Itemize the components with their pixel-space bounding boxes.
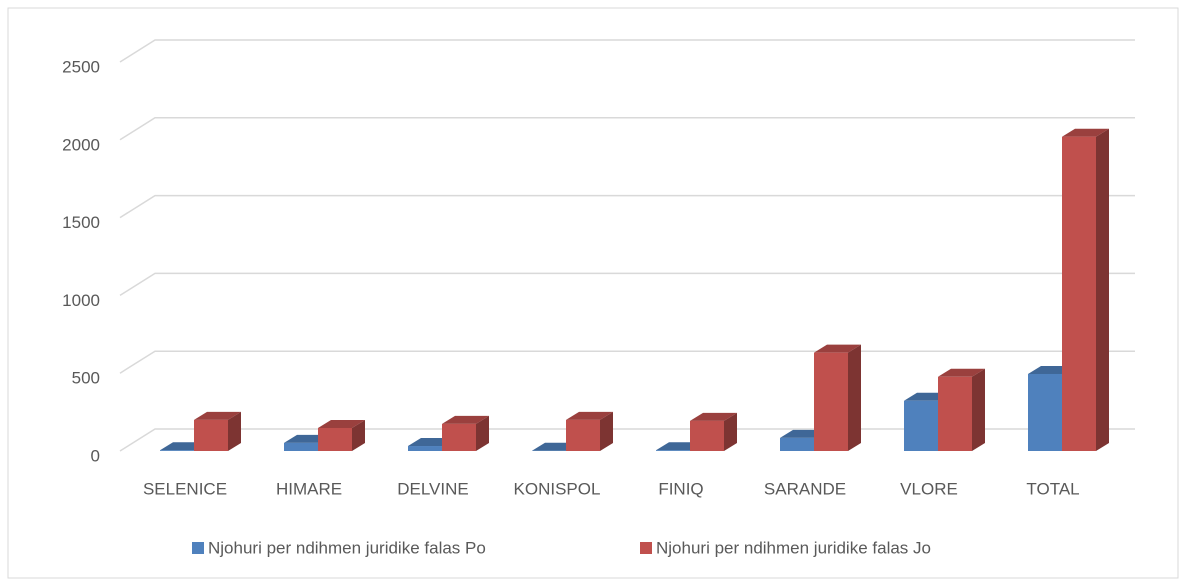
bar <box>1062 137 1096 451</box>
x-tick-label: VLORE <box>900 479 958 498</box>
bar <box>566 420 600 451</box>
bar <box>938 377 972 451</box>
bar-side <box>848 345 861 451</box>
bar <box>160 450 194 451</box>
bar <box>284 443 318 451</box>
bar-side <box>1096 129 1109 451</box>
bar <box>442 424 476 451</box>
bar <box>656 450 690 451</box>
x-tick-label: TOTAL <box>1026 479 1079 498</box>
bar <box>194 420 228 451</box>
bar <box>814 353 848 451</box>
bar <box>318 428 352 451</box>
x-tick-label: HIMARE <box>276 479 342 498</box>
legend-label: Njohuri per ndihmen juridike falas Po <box>208 538 486 557</box>
y-tick-label: 2500 <box>62 57 100 76</box>
bar-side <box>972 369 985 451</box>
x-tick-label: KONISPOL <box>514 479 601 498</box>
x-tick-label: SARANDE <box>764 479 846 498</box>
y-tick-label: 0 <box>91 446 100 465</box>
bar <box>780 438 814 451</box>
bar <box>1028 374 1062 451</box>
x-tick-label: SELENICE <box>143 479 227 498</box>
legend-swatch <box>640 542 652 554</box>
legend-label: Njohuri per ndihmen juridike falas Jo <box>656 538 931 557</box>
bar <box>408 446 442 451</box>
x-tick-label: FINIQ <box>658 479 703 498</box>
y-tick-label: 500 <box>72 369 100 388</box>
y-tick-label: 2000 <box>62 135 100 154</box>
y-tick-label: 1000 <box>62 291 100 310</box>
bar <box>904 401 938 451</box>
bar <box>690 421 724 451</box>
y-tick-label: 1500 <box>62 213 100 232</box>
legend-swatch <box>192 542 204 554</box>
x-tick-label: DELVINE <box>397 479 469 498</box>
